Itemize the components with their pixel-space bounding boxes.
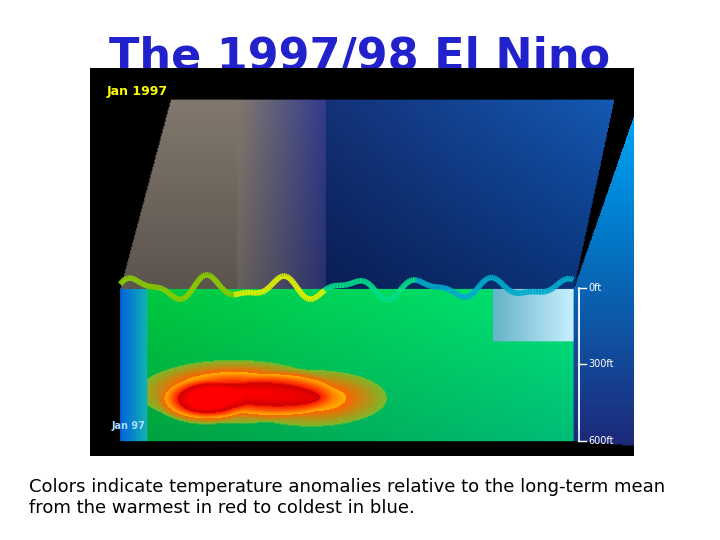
Text: 0ft: 0ft (589, 283, 602, 293)
Text: Jan 1997: Jan 1997 (107, 85, 168, 98)
Text: The 1997/98 El Nino: The 1997/98 El Nino (109, 35, 611, 78)
Text: 300ft: 300ft (589, 359, 614, 369)
Text: Jan 97: Jan 97 (112, 421, 145, 431)
Text: Colors indicate temperature anomalies relative to the long-term mean
from the wa: Colors indicate temperature anomalies re… (29, 478, 665, 517)
Text: 600ft: 600ft (589, 436, 614, 446)
